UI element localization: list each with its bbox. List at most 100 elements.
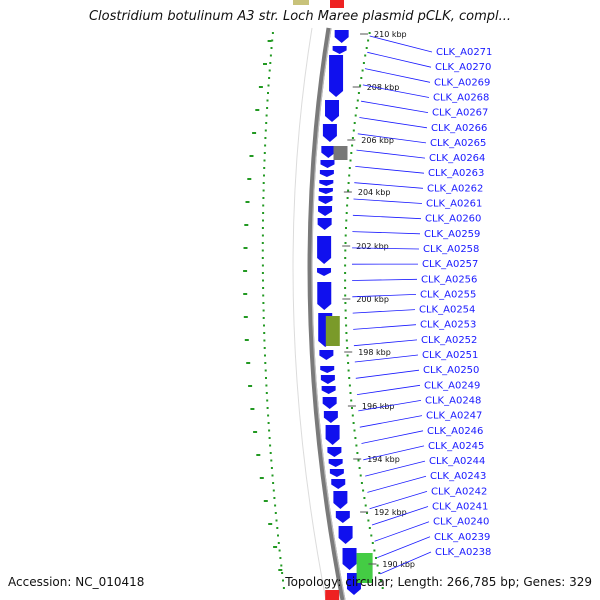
gc-dot bbox=[262, 212, 265, 214]
gene-leader-line bbox=[355, 166, 425, 174]
gene-label: CLK_A0253 bbox=[420, 320, 476, 331]
gc-dot bbox=[261, 242, 264, 244]
gene-leader-line bbox=[362, 84, 430, 98]
gc-dot bbox=[352, 422, 355, 424]
gc-dot bbox=[262, 302, 265, 304]
gene-leader-line bbox=[352, 309, 416, 314]
gene-arrow bbox=[321, 146, 336, 158]
gc-dot bbox=[360, 77, 363, 79]
gc-dot bbox=[261, 272, 264, 274]
gene-leader-line bbox=[353, 339, 418, 347]
gc-dot bbox=[346, 197, 349, 199]
inner-ring-arc bbox=[292, 27, 327, 600]
gc-dot bbox=[358, 467, 361, 469]
gc-skew-mark bbox=[252, 132, 257, 134]
gene-arrow bbox=[317, 218, 332, 230]
gene-label: CLK_A0264 bbox=[429, 153, 485, 164]
gene-label: CLK_A0255 bbox=[420, 289, 476, 300]
gc-dot bbox=[262, 182, 265, 184]
gene-arrow bbox=[327, 447, 342, 457]
gene-arrow bbox=[322, 124, 337, 142]
gene-leader-line bbox=[352, 214, 422, 220]
gc-dot bbox=[344, 317, 347, 319]
gc-dot bbox=[370, 534, 373, 537]
kbp-tick-label: 200 kbp bbox=[356, 295, 389, 304]
gc-dot bbox=[269, 62, 272, 64]
gene-label: CLK_A0238 bbox=[435, 547, 491, 558]
gene-label: CLK_A0240 bbox=[433, 517, 489, 528]
gc-skew-mark bbox=[253, 431, 258, 433]
gc-dot bbox=[368, 527, 371, 529]
gc-dot bbox=[268, 429, 271, 432]
gene-label: CLK_A0252 bbox=[421, 335, 477, 346]
gc-dot bbox=[361, 69, 364, 72]
gc-dot bbox=[265, 392, 268, 394]
gc-dot bbox=[344, 287, 347, 289]
accession-text: Accession: NC_010418 bbox=[8, 575, 145, 589]
gc-skew-mark bbox=[246, 362, 251, 364]
gene-label: CLK_A0256 bbox=[421, 274, 477, 285]
gc-dot bbox=[272, 489, 275, 492]
gc-dot bbox=[345, 219, 348, 222]
gc-dot bbox=[262, 317, 265, 319]
gc-dot bbox=[262, 197, 265, 199]
gene-leader-line bbox=[353, 198, 423, 204]
gc-dot bbox=[346, 204, 349, 207]
gene-leader-line bbox=[361, 430, 424, 444]
gc-skew-mark bbox=[278, 569, 283, 571]
gc-dot bbox=[344, 242, 347, 244]
gc-dot bbox=[270, 47, 273, 49]
gc-dot bbox=[277, 534, 279, 537]
gene-leader-line bbox=[356, 384, 421, 395]
map-title: Clostridium botulinum A3 str. Loch Maree… bbox=[88, 9, 511, 24]
gc-dot bbox=[348, 167, 351, 169]
gc-dot bbox=[344, 234, 347, 237]
gene-arrow bbox=[320, 366, 335, 373]
gc-dot bbox=[269, 54, 272, 57]
gc-dot bbox=[270, 467, 273, 469]
gene-leader-line bbox=[352, 247, 420, 250]
feature-track bbox=[293, 0, 373, 600]
gc-dot bbox=[265, 122, 268, 124]
gene-label: CLK_A0251 bbox=[422, 350, 478, 361]
gc-dot bbox=[264, 137, 267, 139]
gc-dot bbox=[359, 84, 362, 87]
gene-arrow bbox=[317, 236, 332, 264]
gene-arrow bbox=[318, 188, 333, 194]
gc-skew-mark bbox=[243, 293, 248, 295]
gc-dot bbox=[352, 129, 355, 132]
gc-dot bbox=[262, 204, 265, 207]
gc-dot bbox=[357, 459, 360, 462]
gc-dot bbox=[380, 579, 382, 582]
gc-dot bbox=[263, 167, 266, 169]
gc-dot bbox=[355, 107, 358, 109]
gc-dot bbox=[265, 114, 268, 117]
gene-leader-line bbox=[374, 521, 430, 542]
gene-leader-line bbox=[357, 133, 427, 144]
gene-leader-line bbox=[352, 278, 418, 281]
gc-dot bbox=[261, 234, 264, 237]
gene-label: CLK_A0244 bbox=[429, 456, 485, 467]
gene-arrow bbox=[329, 55, 344, 97]
gene-arrow bbox=[319, 350, 334, 360]
gc-dot bbox=[269, 452, 272, 454]
gene-label: CLK_A0254 bbox=[419, 305, 475, 316]
gc-dot bbox=[263, 339, 266, 342]
gene-leader-line bbox=[352, 231, 421, 235]
gene-leader-line bbox=[356, 149, 426, 159]
gc-dot bbox=[373, 549, 376, 552]
gene-arrow bbox=[317, 268, 332, 276]
gene-label: CLK_A0243 bbox=[430, 471, 486, 482]
gc-dot bbox=[261, 227, 264, 229]
gene-label: CLK_A0265 bbox=[430, 138, 486, 149]
gc-dot bbox=[350, 399, 353, 402]
gc-dot bbox=[275, 519, 278, 522]
gene-leader-line bbox=[354, 354, 419, 363]
gc-dot bbox=[269, 444, 272, 447]
gene-arrow bbox=[334, 30, 349, 43]
gc-dot bbox=[266, 107, 269, 109]
gc-skew-mark bbox=[248, 385, 253, 387]
gc-dot bbox=[353, 122, 356, 124]
gene-leader-line bbox=[371, 506, 429, 526]
